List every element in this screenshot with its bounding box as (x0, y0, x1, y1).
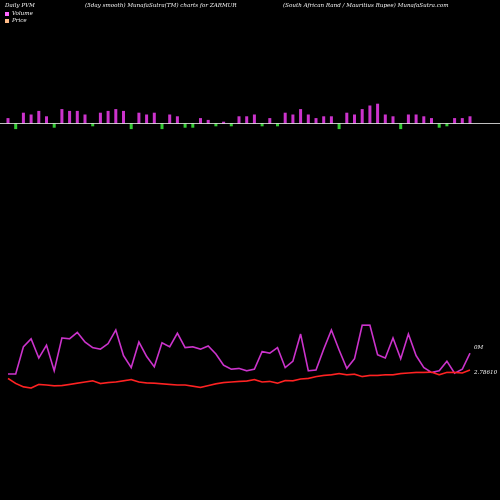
volume-bar (214, 123, 218, 127)
volume-bar (376, 103, 380, 124)
volume-bar (98, 112, 102, 124)
volume-bar (191, 123, 195, 128)
volume-bar (52, 123, 56, 128)
legend-volume-swatch (5, 12, 9, 16)
volume-bar (391, 116, 395, 124)
volume-bar (437, 123, 441, 128)
legend-volume-label: Volume (12, 11, 33, 17)
volume-line (8, 324, 471, 375)
volume-bars (6, 103, 472, 130)
volume-bar (322, 116, 326, 124)
volume-bar (152, 112, 156, 124)
volume-bar (414, 114, 418, 124)
volume-bar (360, 109, 364, 124)
legend-volume: Volume (5, 11, 33, 17)
volume-bar (260, 123, 264, 127)
volume-bar (468, 116, 472, 124)
volume-bar (245, 116, 249, 124)
volume-bar (345, 112, 349, 124)
volume-bar (283, 112, 287, 124)
volume-bar (75, 110, 79, 124)
volume-bar (68, 110, 72, 124)
volume-bar (299, 109, 303, 124)
volume-bar (122, 110, 125, 124)
volume-bar (60, 109, 64, 124)
volume-bar (114, 109, 118, 124)
legend-price: Price (5, 18, 27, 24)
legend-price-swatch (5, 19, 9, 23)
volume-bar (229, 123, 233, 127)
volume-bar (252, 114, 256, 124)
volume-bar (237, 116, 241, 124)
volume-bar (406, 114, 410, 124)
volume-bar (160, 123, 164, 130)
price-line (7, 369, 471, 389)
volume-bar (106, 110, 110, 124)
header-right: (South African Rand / Mauritius Rupee) M… (283, 3, 449, 9)
volume-bar (268, 118, 272, 124)
volume-bar (29, 114, 33, 124)
volume-bar (353, 114, 356, 124)
volume-bar (337, 123, 341, 130)
volume-bar (145, 114, 149, 124)
volume-bar (168, 114, 172, 124)
volume-bar (206, 119, 210, 124)
volume-bar (314, 118, 318, 124)
header-title: (5day smooth) MunafaSutra(TM) charts for… (85, 3, 237, 9)
volume-bar (45, 116, 48, 124)
volume-bar (306, 114, 310, 124)
volume-bar (368, 105, 372, 124)
volume-bar (445, 123, 449, 127)
volume-bar (37, 110, 41, 124)
volume-bar (276, 123, 279, 127)
volume-bar (91, 123, 95, 127)
header-left: Daily PVM (5, 3, 35, 9)
volume-bar (183, 123, 187, 128)
volume-bar (137, 112, 141, 124)
legend-price-label: Price (12, 18, 27, 24)
volume-axis-label: 0M (474, 345, 484, 351)
price-axis-label: 2.78610 (473, 370, 498, 376)
volume-bar (422, 116, 426, 124)
volume-bar (21, 112, 25, 124)
volume-bar (460, 118, 464, 124)
volume-bar (291, 114, 295, 124)
volume-bar (6, 118, 10, 124)
volume-bar (175, 116, 179, 124)
volume-bar (129, 123, 133, 130)
volume-bar (222, 121, 226, 124)
volume-bar (453, 118, 457, 124)
volume-bar (383, 114, 387, 124)
volume-bar (14, 123, 18, 130)
volume-bar (83, 114, 87, 124)
volume-bar (399, 123, 403, 130)
volume-bar (430, 118, 433, 124)
volume-bar (329, 116, 333, 124)
volume-bar (199, 118, 202, 124)
